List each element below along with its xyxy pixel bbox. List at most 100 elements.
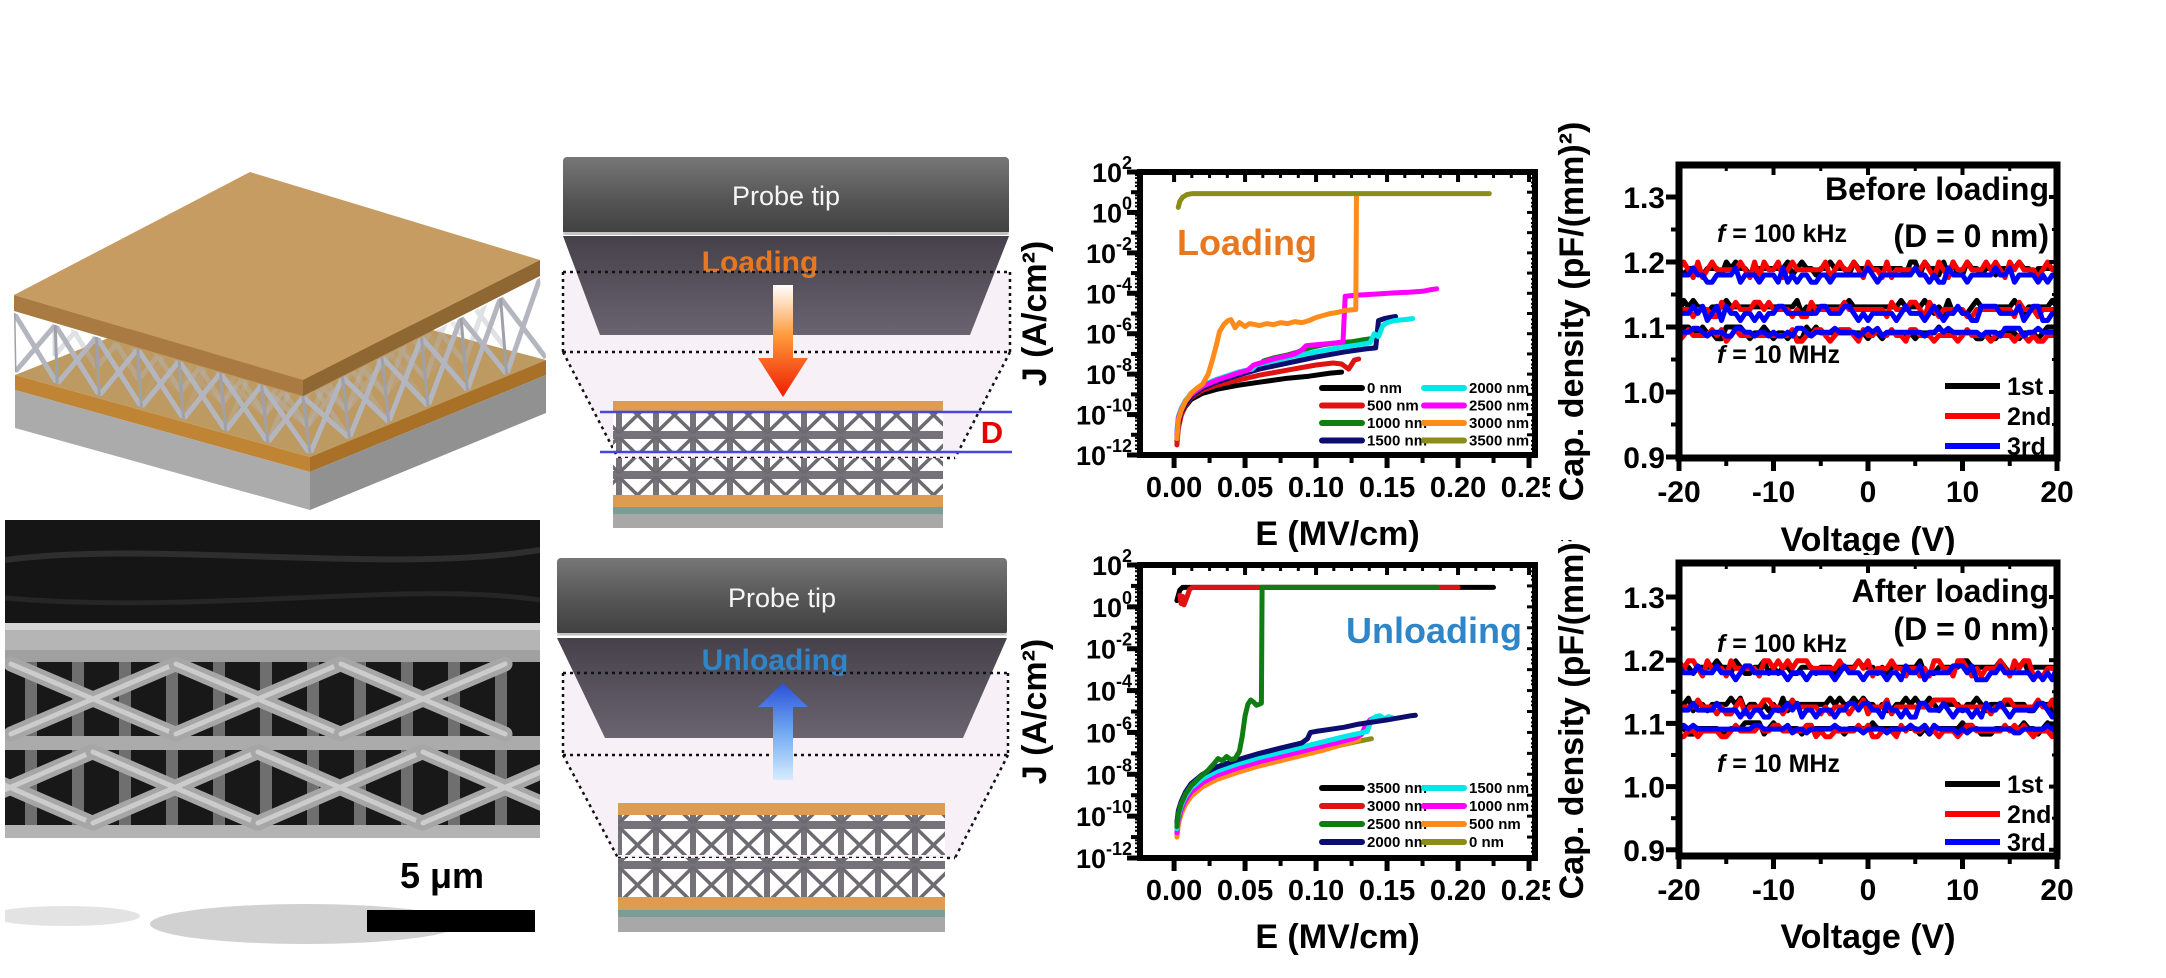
lattice-3d-render bbox=[14, 172, 546, 510]
svg-text:2nd: 2nd bbox=[2007, 403, 2051, 431]
cv-before-chart: -20 -10 0 10 20 0.9 1.0 1.1 1.2 1.3 Voltage (V) Cap… bbox=[1553, 122, 2074, 555]
sem-scale-bar bbox=[367, 910, 535, 932]
curves bbox=[1174, 191, 1492, 448]
substrate-layer bbox=[618, 917, 945, 932]
probe-tip-label: Probe tip bbox=[732, 181, 840, 211]
svg-text:10-10: 10-10 bbox=[1076, 797, 1132, 832]
svg-text:-20: -20 bbox=[1657, 476, 1700, 509]
svg-text:20: 20 bbox=[2040, 476, 2073, 509]
magnifier-outline bbox=[561, 671, 1010, 860]
band-series-2nd bbox=[1681, 327, 2055, 344]
svg-text:0.9: 0.9 bbox=[1623, 835, 1665, 868]
truss-row-2 bbox=[618, 858, 945, 897]
svg-text:10-2: 10-2 bbox=[1086, 630, 1132, 665]
svg-text:0.15: 0.15 bbox=[1359, 875, 1415, 907]
band-series-3rd bbox=[1681, 265, 2055, 285]
svg-text:Unloading: Unloading bbox=[1346, 610, 1522, 651]
unloading-schematic-art: Probe tip Unloading bbox=[557, 558, 1010, 932]
series-2500-nm bbox=[1174, 584, 1440, 830]
sem-image: 5 μm bbox=[5, 520, 540, 970]
band-series-3rd bbox=[1681, 700, 2055, 720]
svg-text:10-4: 10-4 bbox=[1086, 672, 1132, 707]
svg-text:0: 0 bbox=[1860, 476, 1877, 509]
probe-tip-label: Probe tip bbox=[728, 583, 836, 613]
svg-text:Loading: Loading bbox=[1177, 222, 1317, 263]
svg-text:102: 102 bbox=[1092, 153, 1132, 188]
svg-text:10: 10 bbox=[1946, 874, 1979, 907]
svg-text:1.0: 1.0 bbox=[1623, 772, 1665, 805]
svg-text:10-4: 10-4 bbox=[1086, 274, 1132, 309]
svg-text:3000 nm: 3000 nm bbox=[1367, 798, 1427, 815]
svg-text:1.2: 1.2 bbox=[1623, 645, 1665, 678]
loading-schematic-art: Probe tip Loading D bbox=[561, 157, 1012, 528]
svg-text:10-6: 10-6 bbox=[1086, 315, 1132, 350]
probe-tip-body bbox=[557, 558, 1007, 635]
svg-text:10: 10 bbox=[1946, 476, 1979, 509]
lattice-stack bbox=[618, 803, 945, 932]
probe-tip-ring bbox=[557, 633, 1007, 636]
svg-text:500 nm: 500 nm bbox=[1367, 398, 1419, 415]
svg-text:1.1: 1.1 bbox=[1623, 708, 1665, 741]
svg-text:10-12: 10-12 bbox=[1076, 839, 1132, 874]
svg-text:1.3: 1.3 bbox=[1623, 182, 1665, 215]
svg-text:3500 nm: 3500 nm bbox=[1469, 433, 1529, 450]
svg-text:Voltage (V): Voltage (V) bbox=[1780, 918, 1955, 956]
svg-text:0.10: 0.10 bbox=[1288, 472, 1344, 504]
svg-text:10-6: 10-6 bbox=[1086, 713, 1132, 748]
svg-text:3rd: 3rd bbox=[2007, 433, 2046, 461]
svg-text:10-8: 10-8 bbox=[1086, 755, 1132, 790]
svg-text:f = 100 kHz: f = 100 kHz bbox=[1717, 220, 1847, 248]
svg-text:0.20: 0.20 bbox=[1430, 875, 1486, 907]
displacement-lines bbox=[600, 410, 1012, 454]
svg-text:10-2: 10-2 bbox=[1086, 234, 1132, 269]
loading-arrow-icon bbox=[758, 285, 808, 397]
svg-text:J (A/cm²): J (A/cm²) bbox=[1020, 639, 1054, 784]
svg-text:2500 nm: 2500 nm bbox=[1469, 398, 1529, 415]
svg-text:0.05: 0.05 bbox=[1217, 875, 1273, 907]
svg-text:0.15: 0.15 bbox=[1359, 472, 1415, 504]
loading-label: Loading bbox=[702, 246, 819, 279]
curves bbox=[1681, 658, 2055, 740]
displacement-label: D bbox=[981, 415, 1003, 450]
svg-text:102: 102 bbox=[1092, 546, 1132, 581]
unloading-arrow-icon bbox=[758, 683, 808, 780]
svg-text:-20: -20 bbox=[1657, 874, 1700, 907]
svg-text:-10: -10 bbox=[1752, 476, 1795, 509]
band-series-2nd bbox=[1681, 259, 2055, 281]
svg-text:1.3: 1.3 bbox=[1623, 582, 1665, 615]
svg-text:2500 nm: 2500 nm bbox=[1367, 816, 1427, 833]
svg-text:(D = 0 nm): (D = 0 nm) bbox=[1893, 218, 2049, 254]
lattice-stack bbox=[613, 401, 943, 528]
je-loading-panel: 0.00 0.05 0.10 0.15 0.20 0.25 10-12 10-10 10-8 10… bbox=[1020, 115, 1550, 555]
svg-text:10-12: 10-12 bbox=[1076, 436, 1132, 471]
adhesion-layer bbox=[618, 910, 945, 917]
svg-text:0.9: 0.9 bbox=[1623, 442, 1665, 475]
probe-tip-ring bbox=[563, 232, 1009, 235]
svg-text:1st: 1st bbox=[2007, 373, 2044, 401]
svg-text:3000 nm: 3000 nm bbox=[1469, 415, 1529, 432]
cv-after-chart: -20 -10 0 10 20 0.9 1.0 1.1 1.2 1.3 Voltage (V) Cap… bbox=[1553, 540, 2074, 956]
svg-text:1st: 1st bbox=[2007, 771, 2044, 799]
band-series-2nd bbox=[1681, 299, 2055, 320]
bottom-electrode-layer bbox=[618, 897, 945, 910]
series-3000-nm bbox=[1174, 191, 1359, 442]
svg-text:(D = 0 nm): (D = 0 nm) bbox=[1893, 611, 2049, 647]
bottom-electrode-layer bbox=[613, 495, 943, 507]
svg-text:0 nm: 0 nm bbox=[1367, 380, 1402, 397]
truss-row-2 bbox=[613, 458, 943, 495]
substrate-layer bbox=[613, 514, 943, 528]
adhesion-layer bbox=[613, 507, 943, 514]
svg-text:J (A/cm²): J (A/cm²) bbox=[1020, 241, 1054, 386]
svg-text:E (MV/cm): E (MV/cm) bbox=[1255, 515, 1419, 553]
svg-text:1.1: 1.1 bbox=[1623, 312, 1665, 345]
svg-text:100: 100 bbox=[1092, 588, 1132, 623]
svg-text:1500 nm: 1500 nm bbox=[1469, 780, 1529, 797]
svg-text:f = 10 MHz: f = 10 MHz bbox=[1717, 341, 1840, 369]
cv-after-panel: -20 -10 0 10 20 0.9 1.0 1.1 1.2 1.3 Voltage (V) Cap… bbox=[1545, 540, 2166, 978]
svg-text:1000 nm: 1000 nm bbox=[1469, 798, 1529, 815]
svg-text:1.2: 1.2 bbox=[1623, 247, 1665, 280]
svg-text:0.05: 0.05 bbox=[1217, 472, 1273, 504]
sem-panel: 5 μm bbox=[5, 520, 540, 970]
svg-text:0.20: 0.20 bbox=[1430, 472, 1486, 504]
